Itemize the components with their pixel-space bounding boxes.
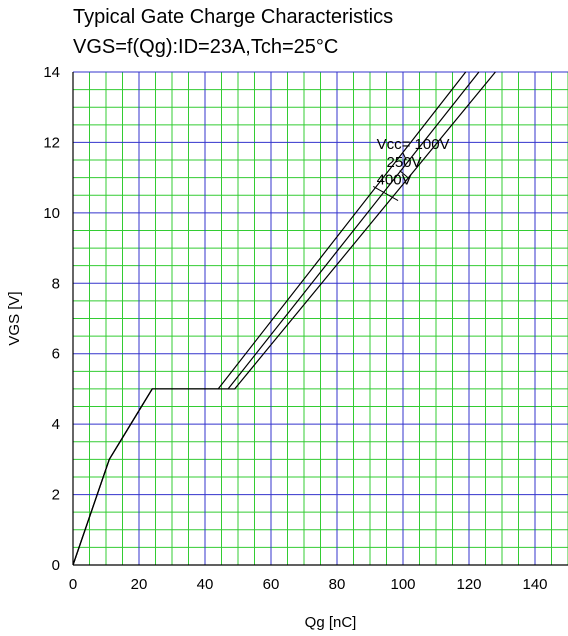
x-tick-label: 20 [131, 576, 148, 593]
x-axis-label: Qg [nC] [305, 614, 357, 631]
x-tick-label: 100 [390, 576, 415, 593]
y-tick-label: 10 [43, 205, 60, 222]
annotation-leader-line [399, 170, 409, 179]
x-tick-label: 120 [456, 576, 481, 593]
annotation-leader-line [402, 152, 407, 161]
y-tick-label: 2 [52, 487, 60, 504]
series-line-3 [72, 71, 496, 566]
chart-subtitle: VGS=f(Qg):ID=23A,Tch=25°C [73, 36, 339, 58]
y-tick-label: 8 [52, 275, 60, 292]
series-annotation-label: 400V [377, 171, 412, 188]
y-tick-label: 12 [43, 134, 60, 151]
y-tick-label: 0 [52, 557, 60, 574]
y-axis-label: VGS [V] [6, 291, 23, 345]
x-tick-label: 40 [197, 576, 214, 593]
x-tick-label: 140 [522, 576, 547, 593]
y-tick-label: 4 [52, 416, 60, 433]
x-tick-label: 80 [329, 576, 346, 593]
x-tick-label: 0 [69, 576, 77, 593]
annotation-leader-line [373, 186, 399, 201]
y-tick-label: 6 [52, 346, 60, 363]
series-annotation-label: 250V [387, 154, 422, 171]
grid-lines [73, 71, 568, 565]
x-tick-label: 60 [263, 576, 280, 593]
chart-title: Typical Gate Charge Characteristics [73, 6, 394, 28]
y-tick-label: 14 [43, 64, 60, 81]
series-annotation-label: Vcc= 100V [377, 136, 450, 153]
